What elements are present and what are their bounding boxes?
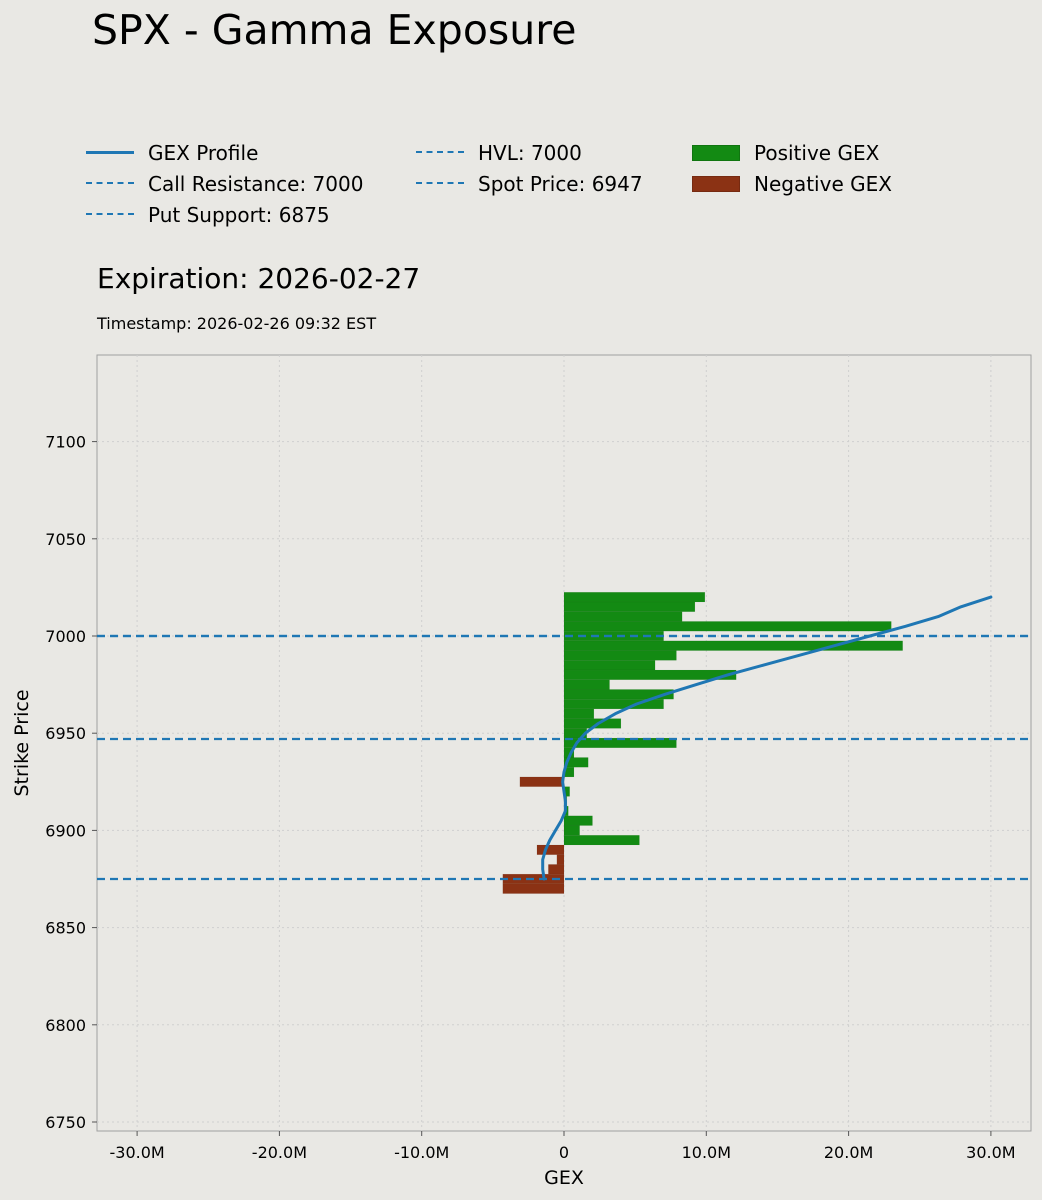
x-tick-label: 0 [559,1143,569,1162]
positive-gex-bar [563,757,589,768]
x-tick-label: -10.0M [394,1143,449,1162]
legend-label: Put Support: 6875 [148,203,330,227]
legend-item-call-resistance: Call Resistance: 7000 [86,169,363,199]
x-tick-label: 10.0M [682,1143,731,1162]
positive-gex-bar [563,825,580,836]
x-tick-label: -20.0M [252,1143,307,1162]
negative-gex-bar [519,776,565,787]
y-tick-label: 7050 [45,530,86,549]
legend-label: Negative GEX [754,172,892,196]
dashed-line-swatch-icon [416,145,464,161]
positive-gex-bar [563,835,640,846]
positive-gex-bar [563,679,610,690]
x-axis-label: GEX [544,1167,584,1189]
legend-label: Call Resistance: 7000 [148,172,364,196]
positive-gex-bar [563,698,664,710]
positive-gex-bar [563,708,595,719]
positive-gex-bar [563,592,706,603]
negative-swatch-icon [692,176,740,192]
positive-gex-bar [563,611,683,622]
y-tick-label: 6750 [45,1113,86,1132]
positive-gex-bar [563,601,696,612]
dashed-line-swatch-icon [416,176,464,192]
y-tick-label: 6800 [45,1016,86,1035]
page-title: SPX - Gamma Exposure [92,6,577,54]
x-tick-label: -30.0M [109,1143,164,1162]
legend-item-positive-gex: Positive GEX [692,138,879,168]
positive-gex-bar [563,669,737,680]
x-tick-label: 20.0M [824,1143,873,1162]
legend-label: GEX Profile [148,141,259,165]
y-tick-label: 7000 [45,627,86,646]
y-axis-label: Strike Price [11,689,33,796]
dashed-line-swatch-icon [86,207,134,223]
negative-gex-bar [502,883,565,894]
gex-profile-line [541,595,993,881]
y-tick-label: 7100 [45,433,86,452]
legend-item-gex-profile: GEX Profile [86,138,258,168]
x-tick-label: 30.0M [966,1143,1015,1162]
positive-swatch-icon [692,145,740,161]
legend-label: Spot Price: 6947 [478,172,643,196]
y-tick-label: 6900 [45,821,86,840]
positive-gex-bar [563,640,903,651]
legend: GEX Profile Call Resistance: 7000 Put Su… [86,138,986,233]
positive-gex-bar [563,650,677,661]
chart-subtitle: Expiration: 2026-02-27 [97,262,421,295]
y-tick-label: 6950 [45,724,86,743]
legend-label: HVL: 7000 [478,141,582,165]
legend-label: Positive GEX [754,141,880,165]
legend-item-spot-price: Spot Price: 6947 [416,169,643,199]
line-swatch-icon [86,145,134,161]
positive-gex-bar [563,660,656,671]
negative-gex-bar [536,844,565,855]
legend-item-negative-gex: Negative GEX [692,169,892,199]
positive-gex-bar [563,621,892,632]
y-tick-label: 6850 [45,919,86,938]
dashed-line-swatch-icon [86,176,134,192]
negative-gex-bar [548,864,565,875]
timestamp: Timestamp: 2026-02-26 09:32 EST [97,314,377,333]
negative-gex-bar [556,854,565,865]
positive-gex-bar [563,815,593,826]
legend-item-hvl: HVL: 7000 [416,138,582,168]
legend-item-put-support: Put Support: 6875 [86,200,330,230]
